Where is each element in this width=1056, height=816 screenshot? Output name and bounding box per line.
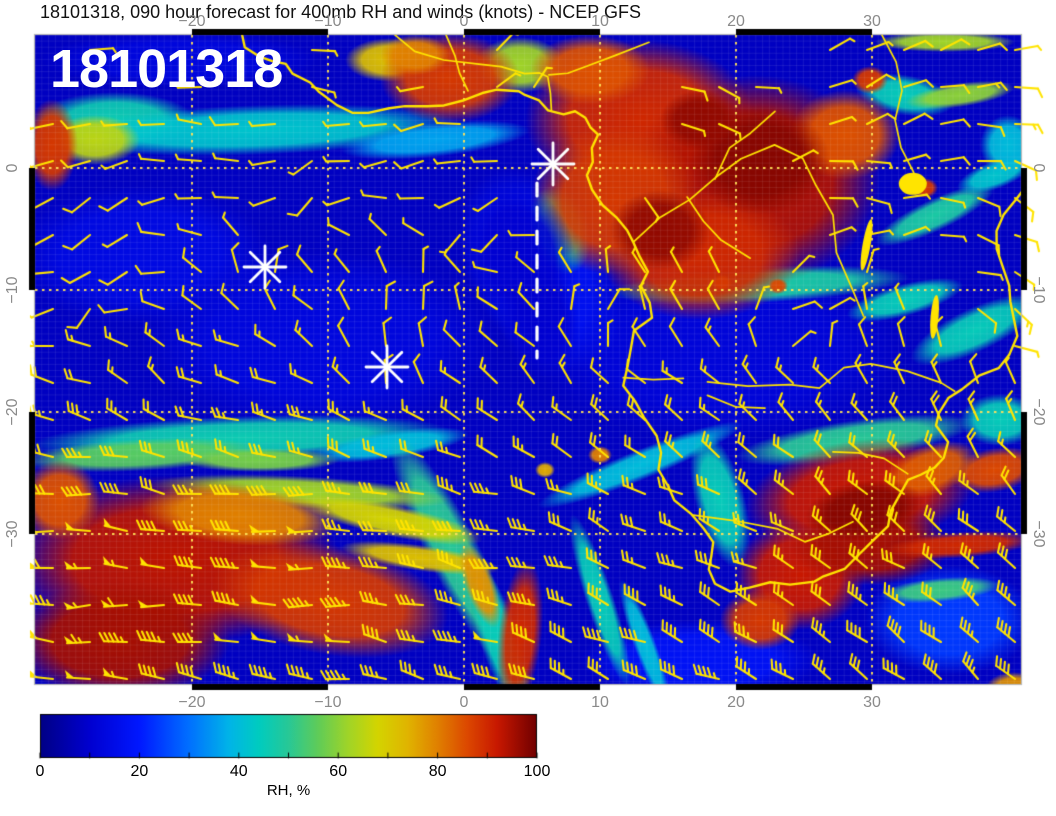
lon-tick-label-top: 20 [727,13,745,30]
lon-tick-label-top: −10 [314,13,342,30]
colorbar-tick-label: 80 [428,763,447,780]
colorbar-tick-label: 60 [329,763,348,780]
lat-tick-label-left: −20 [4,398,21,426]
lon-tick-label-bottom: −10 [314,694,342,711]
colorbar-tick-label: 100 [523,763,551,780]
colorbar-tick-label: 40 [229,763,248,780]
lat-tick-label-left: −30 [4,520,21,548]
lon-tick-label-top: −20 [178,13,206,30]
colorbar-tick-label: 20 [130,763,149,780]
lat-tick-label-left: −10 [4,276,21,304]
lon-tick-label-bottom: −20 [178,694,206,711]
chart-title: 18101318, 090 hour forecast for 400mb RH… [40,2,641,22]
lat-tick-label-right: 0 [1030,163,1047,173]
lon-tick-label-top: 10 [591,13,609,30]
lat-tick-label-right: −20 [1030,398,1047,426]
lon-tick-label-bottom: 30 [863,694,881,711]
lon-tick-label-bottom: 10 [591,694,609,711]
colorbar-tick-label: 0 [35,763,45,780]
colorbar-title: RH, % [266,782,311,799]
lat-tick-label-right: −10 [1030,276,1047,304]
lon-tick-label-bottom: 20 [727,694,745,711]
lon-tick-label-top: 30 [863,13,881,30]
lon-tick-label-top: 0 [459,13,469,30]
lat-tick-label-right: −30 [1030,520,1047,548]
lon-tick-label-bottom: 0 [459,694,469,711]
timestamp-overlay: 18101318 [50,39,283,99]
lat-tick-label-left: 0 [4,163,21,173]
